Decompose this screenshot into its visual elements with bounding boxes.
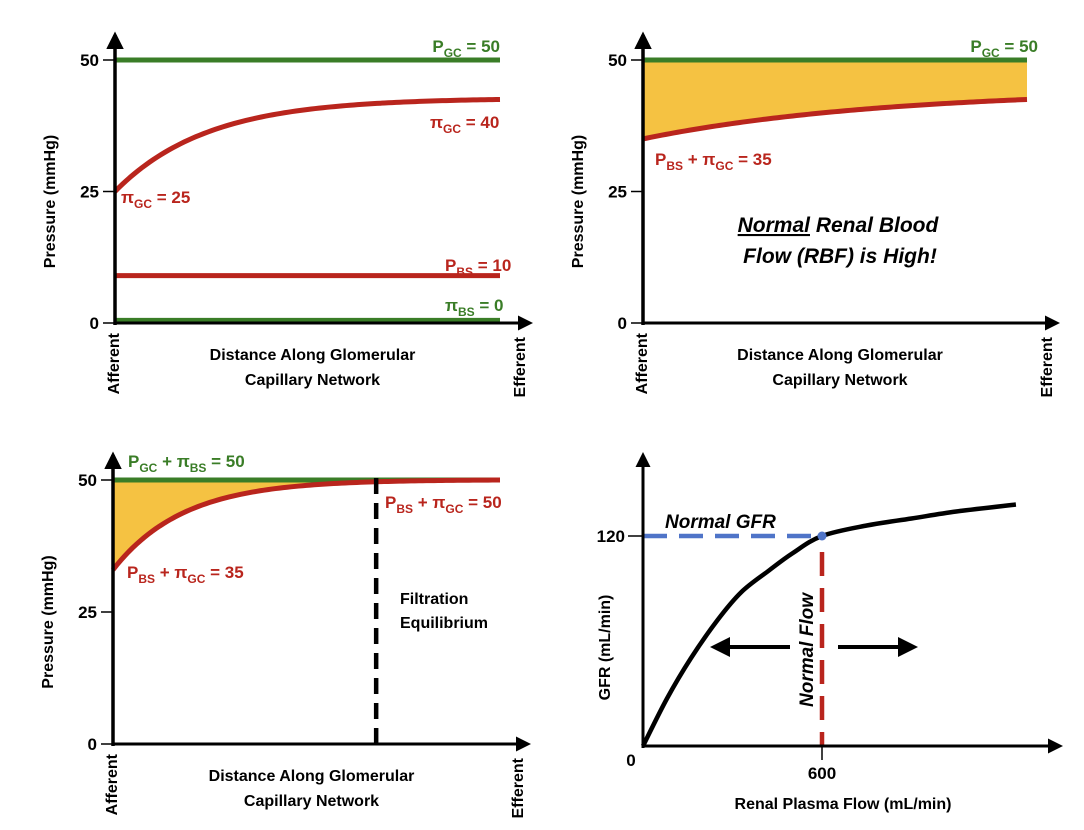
y-axis-label: GFR (mL/min) [597, 595, 614, 701]
x-tick-label: 600 [808, 764, 836, 783]
y-tick-label: 25 [78, 603, 97, 622]
series-label: PBS + πGC = 35 [127, 563, 244, 586]
x-axis-label: Distance Along Glomerular [209, 768, 415, 785]
series-label: πGC = 40 [430, 113, 499, 136]
label-part: GC [187, 572, 205, 586]
x-axis-label: Distance Along Glomerular [210, 347, 416, 364]
afferent-label: Afferent [106, 332, 123, 394]
series-line-1 [642, 96, 1028, 142]
label-part: P [655, 150, 666, 169]
y-tick-label: 25 [608, 183, 627, 202]
series-label: PBS = 10 [445, 256, 511, 279]
label-part: GC [982, 46, 1000, 60]
label-part: + π [157, 452, 189, 471]
label-part: = 50 [463, 493, 501, 512]
label-part: BS [396, 502, 413, 516]
normal-flow-label: Normal Flow [797, 592, 818, 707]
efferent-label: Efferent [510, 757, 527, 818]
annotation-underlined: Normal [738, 214, 812, 237]
filtration-area [643, 60, 1027, 139]
label-part: π [121, 188, 134, 207]
x-axis-label: Capillary Network [245, 372, 380, 389]
label-part: = 25 [152, 188, 190, 207]
annotation-text: Renal Blood [810, 214, 940, 237]
afferent-label: Afferent [104, 753, 121, 815]
efferent-label: Efferent [512, 336, 529, 397]
series-label: PGC = 50 [432, 37, 500, 60]
y-axis-label: Pressure (mmHg) [570, 135, 587, 268]
series-label: PBS + πGC = 35 [655, 150, 772, 173]
normal-gfr-label: Normal GFR [665, 512, 776, 533]
series-label: PBS + πGC = 50 [385, 493, 502, 516]
y-tick-label: 0 [88, 735, 97, 754]
normal-point [817, 531, 827, 541]
label-part: + π [413, 493, 445, 512]
label-part: = 40 [461, 113, 499, 132]
filtration-area [113, 480, 500, 570]
y-tick-label: 50 [608, 51, 627, 70]
afferent-label: Afferent [634, 332, 651, 394]
x-axis-label: Capillary Network [772, 372, 907, 389]
series-line-1 [111, 477, 501, 572]
label-part: P [127, 563, 138, 582]
label-part: = 50 [206, 452, 244, 471]
label-part: GC [134, 197, 152, 211]
label-part: P [432, 37, 443, 56]
y-axis-label: Pressure (mmHg) [40, 555, 57, 688]
series-label: πBS = 0 [445, 296, 504, 319]
label-part: P [445, 256, 456, 275]
label-part: GC [445, 502, 463, 516]
y-tick-label: 25 [80, 183, 99, 202]
label-part: = 35 [205, 563, 243, 582]
y-tick-label: 50 [78, 471, 97, 490]
series-label: PGC = 50 [970, 37, 1038, 60]
label-part: = 0 [475, 296, 504, 315]
y-tick-label: 0 [90, 314, 99, 333]
label-part: π [430, 113, 443, 132]
x-axis-label: Capillary Network [244, 793, 379, 810]
filtration-equilibrium-label: Filtration [400, 591, 468, 608]
label-part: = 35 [733, 150, 771, 169]
y-tick-label: 120 [597, 527, 625, 546]
rbf-annotation-line2: Flow (RBF) is High! [743, 245, 937, 268]
label-part: GC [443, 122, 461, 136]
label-part: BS [190, 461, 207, 475]
gfr-curve [640, 502, 1017, 748]
x-tick-label: 0 [626, 751, 635, 770]
label-part: P [970, 37, 981, 56]
label-part: GC [139, 461, 157, 475]
label-part: BS [666, 159, 683, 173]
label-part: + π [683, 150, 715, 169]
y-axis-label: Pressure (mmHg) [42, 135, 59, 268]
label-part: BS [456, 265, 473, 279]
rbf-annotation: Normal Renal Blood [738, 214, 940, 237]
label-part: = 50 [1000, 37, 1038, 56]
label-part: BS [138, 572, 155, 586]
label-part: = 50 [462, 37, 500, 56]
y-tick-label: 50 [80, 51, 99, 70]
label-part: = 10 [473, 256, 511, 275]
label-part: π [445, 296, 458, 315]
label-part: GC [444, 46, 462, 60]
y-tick-label: 0 [618, 314, 627, 333]
label-part: BS [458, 305, 475, 319]
x-axis-label: Renal Plasma Flow (mL/min) [735, 796, 952, 813]
efferent-label: Efferent [1039, 336, 1056, 397]
filtration-equilibrium-label: Equilibrium [400, 615, 488, 632]
series-label: πGC = 25 [121, 188, 190, 211]
label-part: P [128, 452, 139, 471]
label-part: + π [155, 563, 187, 582]
series-label: PGC + πBS = 50 [128, 452, 245, 475]
x-axis-label: Distance Along Glomerular [737, 347, 943, 364]
label-part: P [385, 493, 396, 512]
label-part: GC [715, 159, 733, 173]
series-line-1 [113, 96, 501, 194]
